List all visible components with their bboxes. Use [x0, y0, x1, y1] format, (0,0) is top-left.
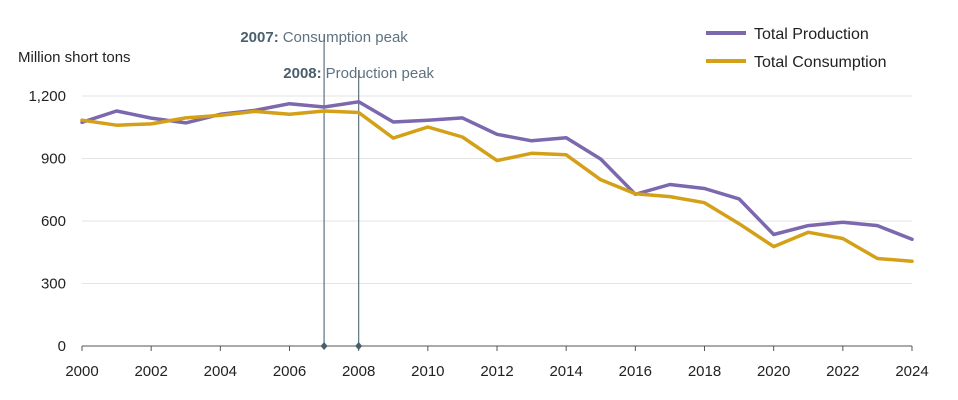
- series-lines: [80, 100, 914, 263]
- x-tick-label: 2000: [65, 363, 98, 380]
- annotations: 2007: Consumption peak 2008: Production pea…: [240, 29, 435, 350]
- x-tick-label: 2004: [204, 363, 237, 380]
- x-tick-label: 2006: [273, 363, 306, 380]
- annotation-marker: [355, 342, 363, 350]
- x-tick-label: 2002: [134, 363, 167, 380]
- annotation-label: 2008: Production peak: [283, 65, 434, 82]
- x-tick-label: 2022: [826, 363, 859, 380]
- y-axis-ticks: 0 300 600 900 1,200: [28, 88, 66, 355]
- y-tick-label: 0: [58, 338, 66, 355]
- x-tick-label: 2016: [619, 363, 652, 380]
- annotation-marker: [320, 342, 328, 350]
- x-tick-label: 2008: [342, 363, 375, 380]
- x-tick-label: 2014: [549, 363, 582, 380]
- x-tick-label: 2012: [480, 363, 513, 380]
- x-tick-label: 2010: [411, 363, 444, 380]
- y-tick-label: 1,200: [28, 88, 66, 105]
- legend: Total Production Total Consumption: [706, 26, 887, 71]
- legend-label: Total Consumption: [754, 54, 887, 71]
- annotation-text: Production peak: [326, 65, 435, 82]
- x-tick-label: 2020: [757, 363, 790, 380]
- legend-label: Total Production: [754, 26, 869, 43]
- annotation-text: Consumption peak: [283, 29, 409, 46]
- annotation-label: 2007: Consumption peak: [240, 29, 408, 46]
- x-tick-label: 2024: [895, 363, 928, 380]
- gridlines: [82, 95, 912, 284]
- y-tick-label: 300: [41, 276, 66, 293]
- series-line-consumption: [80, 109, 914, 263]
- y-axis-unit-label: Million short tons: [18, 49, 131, 66]
- annotation-year: 2008:: [283, 65, 321, 82]
- y-tick-label: 900: [41, 151, 66, 168]
- y-tick-label: 600: [41, 213, 66, 230]
- x-tick-label: 2018: [688, 363, 721, 380]
- annotation-year: 2007:: [240, 29, 278, 46]
- x-axis-ticks: 2000 2002 2004 2006 2008 2010 2012 2014 2016 2018…: [65, 346, 929, 380]
- series-line-production: [80, 100, 914, 242]
